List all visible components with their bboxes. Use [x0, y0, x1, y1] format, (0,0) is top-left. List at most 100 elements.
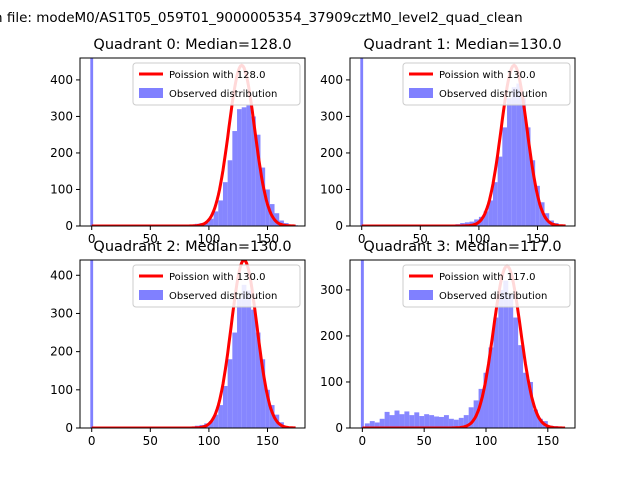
legend-observed-label: Observed distribution	[169, 89, 277, 100]
figure-suptitle: n file: modeM0/AS1T05_059T01_9000005354_…	[0, 10, 523, 26]
histogram-bar	[468, 407, 474, 428]
legend-patch-swatch	[409, 88, 433, 98]
x-tick-label: 0	[359, 434, 367, 448]
y-tick-label: 200	[50, 345, 73, 359]
histogram-bar	[521, 98, 526, 226]
histogram-bar	[246, 105, 252, 226]
x-tick-label: 0	[88, 232, 96, 246]
histogram-bar	[260, 167, 266, 226]
legend-patch-swatch	[139, 290, 163, 300]
y-tick-label: 100	[50, 182, 73, 196]
histogram-bar	[493, 317, 499, 428]
x-tick-label: 50	[413, 232, 428, 246]
histogram-bar	[507, 98, 512, 226]
x-tick-label: 150	[526, 232, 549, 246]
histogram-bar	[488, 347, 494, 428]
legend: Poission with 130.0 Observed distribution	[132, 264, 301, 308]
y-tick-label: 200	[320, 146, 343, 160]
legend-observed-label: Observed distribution	[439, 291, 547, 302]
legend-observed-label: Observed distribution	[439, 89, 547, 100]
x-tick-label: 100	[467, 232, 490, 246]
histogram-bar	[483, 372, 489, 428]
histogram-bar	[492, 182, 498, 226]
histogram-bar	[414, 412, 420, 428]
y-tick-label: 400	[50, 73, 73, 87]
histogram-bar	[439, 416, 444, 428]
histogram-bar	[513, 317, 519, 428]
histogram-bar	[241, 107, 247, 226]
histogram-bar	[424, 414, 430, 428]
histogram-bar	[384, 411, 390, 428]
histogram-bar	[246, 290, 252, 428]
histogram-bar	[478, 388, 484, 428]
histogram-bar	[453, 419, 459, 428]
histogram-bar	[227, 359, 233, 428]
zero-spike-bar	[90, 260, 94, 428]
histogram-bar	[429, 415, 435, 428]
histogram-bar	[458, 417, 464, 428]
histogram-bar	[369, 421, 375, 428]
y-tick-label: 400	[320, 73, 343, 87]
zero-spike-bar	[360, 260, 364, 428]
plot-area	[90, 58, 298, 226]
y-tick-label: 0	[65, 421, 73, 435]
x-tick-label: 50	[143, 232, 158, 246]
histogram-bar	[251, 116, 256, 226]
histogram-bar	[516, 83, 522, 226]
x-tick-label: 0	[88, 434, 96, 448]
zero-spike-bar	[360, 58, 364, 226]
histogram-bar	[523, 372, 529, 428]
histogram-bar	[463, 415, 469, 428]
legend-box	[132, 264, 301, 308]
histogram-bar	[213, 211, 219, 226]
legend: Poission with 117.0 Observed distribution	[402, 264, 571, 308]
histogram-bar	[218, 405, 223, 428]
legend-poisson-label: Poission with 130.0	[169, 272, 265, 283]
legend-box	[402, 264, 571, 308]
histogram-bar	[535, 185, 540, 226]
quadrant-title: Quadrant 1: Median=130.0	[363, 37, 561, 53]
histogram-bar	[255, 134, 261, 226]
histogram-bar	[530, 160, 536, 226]
histogram-bar	[497, 156, 503, 226]
histogram-bar	[399, 414, 405, 428]
y-tick-label: 0	[335, 421, 343, 435]
quadrant-3-panel: Quadrant 3: Median=117.0 0 50 100 150 0 100 200…	[320, 239, 576, 448]
legend: Poission with 130.0 Observed distribution	[402, 62, 571, 106]
y-tick-label: 200	[50, 146, 73, 160]
y-tick-label: 100	[320, 375, 343, 389]
histogram-bar	[464, 222, 470, 226]
quadrant-2-panel: Quadrant 2: Median=130.0 0 50 100 150 0 100 200…	[50, 239, 306, 448]
x-tick-label: 150	[536, 434, 559, 448]
histogram-bar	[232, 332, 238, 428]
histogram-bar	[208, 218, 214, 226]
legend-box	[132, 62, 301, 106]
histogram-bar	[508, 294, 514, 428]
legend-poisson-label: Poission with 117.0	[439, 272, 535, 283]
legend-poisson-label: Poission with 128.0	[169, 70, 265, 81]
histogram-bar	[518, 345, 524, 428]
y-tick-label: 100	[50, 383, 73, 397]
x-tick-label: 100	[197, 232, 220, 246]
legend-box	[402, 62, 571, 106]
histogram-bar	[409, 415, 415, 428]
zero-spike-bar	[90, 58, 94, 226]
histogram-bar	[434, 416, 440, 428]
axes-frame	[349, 259, 576, 429]
plot-area	[360, 260, 566, 428]
quadrant-title: Quadrant 0: Median=128.0	[93, 37, 291, 53]
y-tick-label: 0	[65, 219, 73, 233]
histogram-bar	[532, 409, 538, 428]
legend-poisson-label: Poission with 130.0	[439, 70, 535, 81]
histogram-bar	[222, 386, 228, 428]
histogram-bar	[208, 421, 214, 428]
histogram-bar	[488, 200, 493, 226]
y-tick-label: 300	[320, 109, 343, 123]
x-tick-label: 150	[256, 434, 279, 448]
x-tick-label: 0	[358, 232, 366, 246]
histogram-bar	[232, 131, 238, 226]
axes-frame	[79, 259, 306, 429]
histogram-bar	[511, 87, 517, 226]
legend: Poission with 128.0 Observed distribution	[132, 62, 301, 106]
histogram-bar	[443, 415, 449, 428]
